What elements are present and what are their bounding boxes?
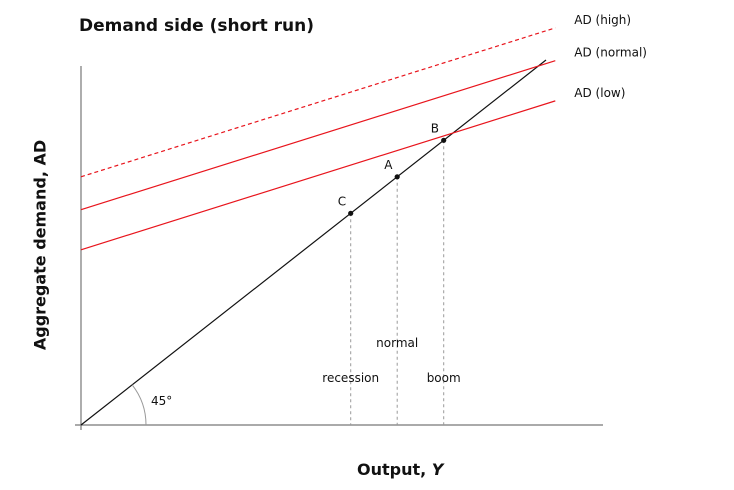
legend-label-ad-low: AD (low) <box>574 86 625 100</box>
series-line-ad-normal <box>80 60 556 211</box>
chart-title: Demand side (short run) <box>79 16 315 36</box>
angle-label: 45° <box>151 394 172 408</box>
point-label-c: C <box>338 194 346 208</box>
point-label-a: A <box>384 158 393 172</box>
annotation-normal: normal <box>376 336 418 350</box>
x-axis-variable: Y <box>431 460 444 479</box>
annotation-boom: boom <box>427 371 461 385</box>
point-a <box>394 174 400 180</box>
point-b <box>441 137 447 143</box>
legend-label-ad-normal: AD (normal) <box>574 46 647 60</box>
series-line-ad-low <box>80 100 556 251</box>
angle-arc <box>131 384 147 426</box>
point-label-b: B <box>431 121 439 135</box>
annotation-recession: recession <box>322 371 379 385</box>
x-axis-label-text: Output, <box>357 460 432 479</box>
x-axis-label: Output, Y <box>357 460 443 479</box>
series-line-ad-high <box>80 27 556 178</box>
line-45-degree <box>80 59 547 426</box>
point-c <box>348 210 354 216</box>
legend-label-ad-high: AD (high) <box>574 13 631 27</box>
